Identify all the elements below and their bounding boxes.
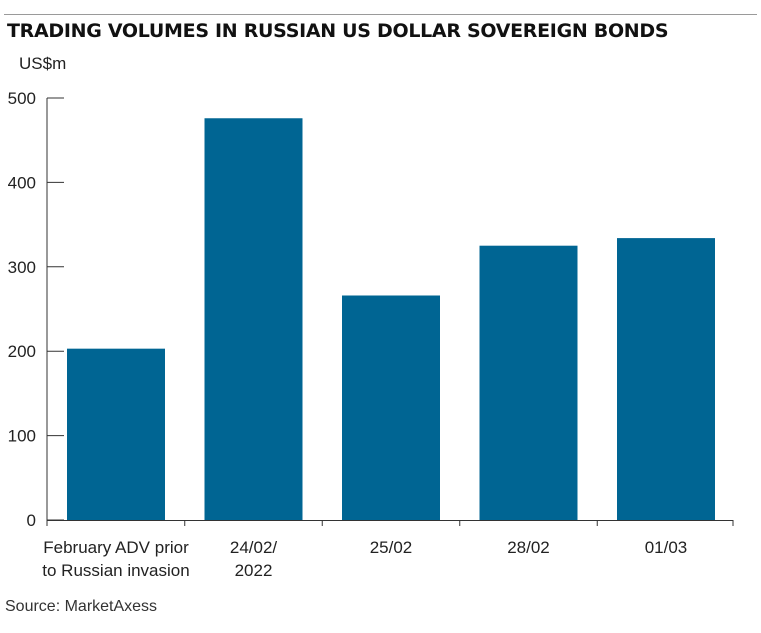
bar-1 [204, 118, 303, 521]
x-category-label: February ADV prior [43, 538, 189, 557]
bar-2 [342, 295, 440, 520]
bar-4 [617, 238, 715, 520]
bars-group [67, 118, 715, 521]
y-tick-label: 100 [8, 427, 36, 446]
x-labels-group: February ADV prior to Russian invasion 24/… [42, 538, 687, 580]
axes-group [46, 98, 734, 526]
x-category-label: 2022 [235, 561, 273, 580]
x-category-label: 28/02 [507, 538, 550, 557]
y-tick-label: 500 [8, 89, 36, 108]
y-tick-label: 300 [8, 258, 36, 277]
x-category-label: 24/02/ [230, 538, 278, 557]
y-tick-label: 400 [8, 173, 36, 192]
x-category-label: 01/03 [645, 538, 688, 557]
source-note: Source: MarketAxess [5, 598, 158, 615]
x-category-label: to Russian invasion [42, 561, 189, 580]
top-rule [4, 14, 757, 15]
bar-3 [479, 245, 578, 520]
bar-0 [67, 348, 165, 520]
chart-title: TRADING VOLUMES IN RUSSIAN US DOLLAR SOV… [7, 20, 669, 42]
y-tick-label: 200 [8, 342, 36, 361]
y-ticks-group: 0 100 200 300 400 500 [8, 89, 64, 530]
y-tick-label: 0 [27, 511, 36, 530]
x-category-label: 25/02 [370, 538, 413, 557]
y-axis-unit-label: US$m [19, 54, 67, 73]
